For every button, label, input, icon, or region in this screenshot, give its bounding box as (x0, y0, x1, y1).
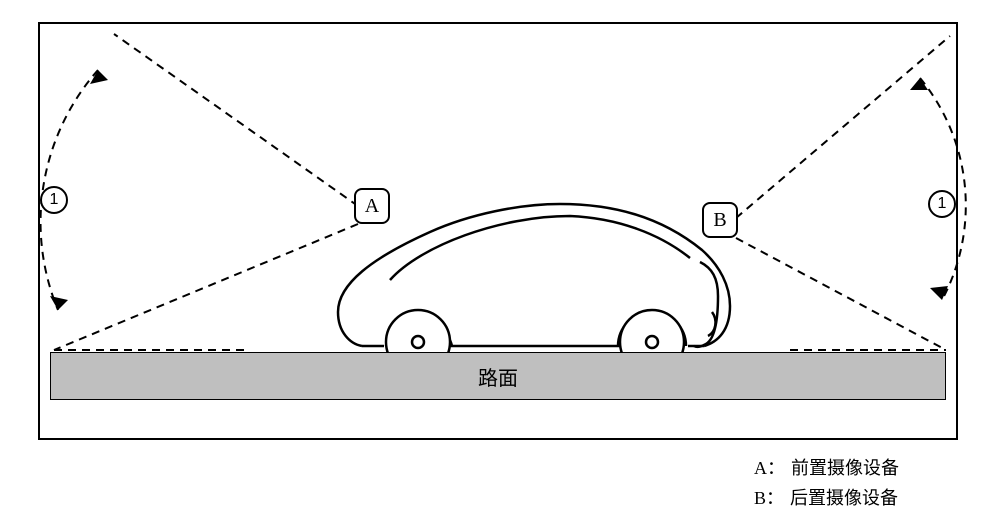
legend: A： 前置摄像设备 B： 后置摄像设备 (754, 454, 899, 514)
wheel-rear-hub (646, 336, 658, 348)
angle-label-left-text: 1 (50, 191, 59, 209)
legend-text-b: 后置摄像设备 (790, 484, 898, 510)
legend-key-b: B： (754, 484, 784, 510)
angle-arc-right (920, 78, 966, 300)
car (338, 204, 730, 374)
road-surface: 路面 (50, 352, 946, 400)
view-line-a-upper (114, 34, 358, 206)
legend-key-a: A： (754, 454, 785, 480)
view-line-b-lower (736, 238, 946, 350)
angle-label-right-text: 1 (938, 195, 947, 213)
camera-a-box: A (354, 188, 390, 224)
camera-b-box: B (702, 202, 738, 238)
wheel-front-hub (412, 336, 424, 348)
arc-arrow-a2 (50, 296, 68, 310)
car-rear-detail (694, 262, 718, 347)
camera-a-label: A (365, 195, 379, 218)
road-label: 路面 (478, 362, 518, 391)
arc-arrow-a1 (90, 70, 108, 84)
angle-label-left: 1 (40, 186, 68, 214)
legend-text-a: 前置摄像设备 (791, 454, 899, 480)
legend-row-b: B： 后置摄像设备 (754, 484, 899, 510)
view-line-b-upper (736, 36, 950, 218)
view-line-a-lower (54, 224, 358, 350)
car-window-line (390, 216, 690, 280)
arc-arrow-b1 (910, 78, 928, 90)
diagram-svg (0, 0, 1000, 528)
camera-b-label: B (713, 209, 726, 232)
angle-label-right: 1 (928, 190, 956, 218)
legend-row-a: A： 前置摄像设备 (754, 454, 899, 480)
